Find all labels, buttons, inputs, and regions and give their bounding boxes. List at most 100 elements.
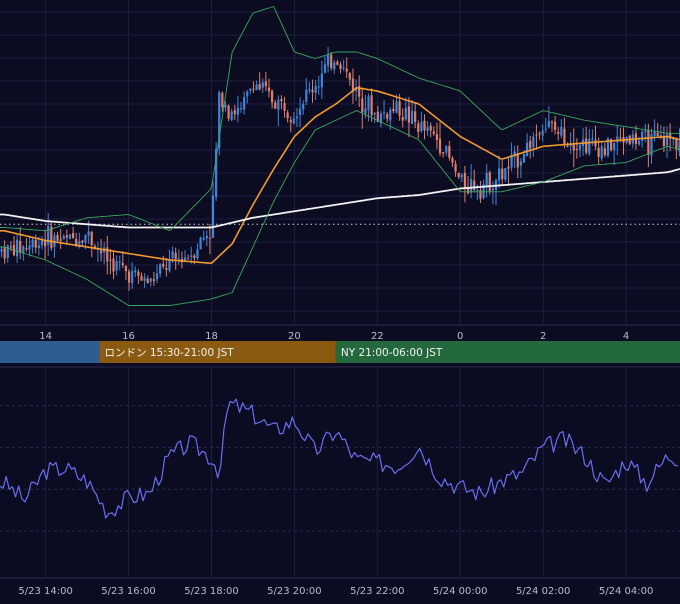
candle-body-218 — [678, 141, 680, 152]
candle-body-76 — [236, 107, 239, 115]
candle-body-199 — [619, 137, 622, 139]
candle-body-95 — [295, 116, 299, 119]
candle-body-174 — [541, 130, 544, 136]
candle-body-85 — [264, 81, 267, 87]
candle-body-26 — [81, 240, 84, 243]
candle-body-214 — [665, 134, 669, 146]
candle-body-2 — [6, 245, 9, 258]
candle-body-62 — [193, 255, 196, 259]
candle-body-112 — [348, 73, 351, 80]
candle-body-7 — [22, 246, 25, 254]
candle-body-156 — [485, 172, 488, 186]
candle-body-51 — [159, 264, 162, 274]
candle-body-168 — [522, 154, 526, 163]
candle-body-66 — [205, 235, 208, 239]
candle-body-42 — [131, 271, 134, 284]
candle-body-16 — [50, 226, 53, 248]
price-tick-label-2: 18 — [205, 331, 218, 342]
candle-body-151 — [470, 179, 473, 193]
candle-body-158 — [491, 188, 494, 191]
candle-body-15 — [47, 225, 50, 245]
candle-body-124 — [386, 113, 389, 119]
candle-body-6 — [19, 240, 22, 253]
candle-body-98 — [305, 89, 308, 102]
candle-body-46 — [143, 277, 146, 281]
session-label-2: NY 21:00-06:00 JST — [341, 347, 443, 359]
candle-body-34 — [106, 247, 109, 262]
candle-body-96 — [298, 108, 302, 116]
candle-body-180 — [560, 126, 563, 136]
candle-body-146 — [454, 163, 457, 172]
candle-body-49 — [152, 279, 156, 281]
candle-body-79 — [246, 91, 249, 97]
time-tick-label-3: 5/23 20:00 — [267, 586, 321, 597]
candle-body-41 — [127, 271, 131, 283]
candle-body-65 — [202, 238, 205, 240]
candle-body-185 — [575, 149, 578, 151]
candle-body-18 — [56, 234, 59, 241]
candle-body-103 — [320, 73, 323, 88]
candle-body-91 — [283, 102, 286, 111]
candle-body-99 — [308, 89, 311, 91]
candle-body-120 — [373, 113, 376, 115]
session-band-2 — [335, 341, 680, 363]
candle-body-132 — [410, 110, 414, 125]
candle-body-75 — [233, 110, 236, 115]
candle-body-71 — [221, 93, 224, 108]
candle-body-143 — [445, 146, 448, 153]
candle-body-43 — [134, 270, 137, 273]
candle-body-116 — [361, 98, 364, 112]
candle-body-110 — [342, 67, 345, 69]
series-oscillator — [0, 398, 679, 519]
candle-body-70 — [218, 92, 221, 149]
candle-body-47 — [146, 278, 149, 284]
candle-body-68 — [211, 195, 215, 238]
candle-body-194 — [603, 148, 606, 155]
candle-body-166 — [516, 153, 519, 168]
candle-body-123 — [382, 112, 386, 114]
time-tick-label-1: 5/23 16:00 — [101, 586, 155, 597]
candle-body-35 — [109, 259, 112, 261]
candle-body-8 — [25, 248, 28, 250]
candle-body-21 — [65, 235, 68, 238]
candle-body-88 — [274, 102, 277, 109]
candle-body-37 — [115, 261, 118, 271]
candle-body-190 — [591, 138, 594, 140]
candle-body-198 — [616, 136, 619, 143]
candle-body-109 — [339, 64, 342, 70]
candle-body-130 — [404, 108, 407, 120]
candle-body-93 — [289, 120, 292, 123]
candle-body-32 — [99, 250, 103, 254]
candle-body-39 — [121, 263, 124, 265]
candle-body-153 — [476, 189, 479, 191]
candle-body-61 — [190, 255, 193, 257]
candle-body-167 — [519, 161, 522, 166]
candle-body-142 — [442, 152, 445, 154]
candle-body-56 — [174, 252, 177, 260]
candle-body-27 — [84, 234, 87, 243]
candle-body-48 — [149, 278, 152, 282]
candle-body-182 — [566, 145, 569, 148]
candle-body-138 — [429, 125, 432, 131]
time-axis-ticks: 5/23 14:00 5/23 16:00 5/23 18:00 5/23 20:00… — [18, 586, 653, 597]
candle-body-104 — [323, 64, 327, 73]
candle-body-149 — [463, 172, 467, 189]
candle-body-195 — [606, 138, 610, 156]
time-tick-label-4: 5/23 22:00 — [350, 586, 404, 597]
candle-body-36 — [112, 258, 115, 272]
candle-body-28 — [87, 231, 90, 236]
candle-body-210 — [653, 131, 656, 136]
candle-body-101 — [314, 85, 317, 93]
candle-body-5 — [16, 239, 19, 257]
price-candles — [0, 46, 680, 291]
candle-body-125 — [389, 109, 392, 121]
candle-body-161 — [501, 168, 504, 180]
candle-body-127 — [395, 101, 398, 113]
price-axis-ticks: 14 16 18 20 22 0 2 4 — [39, 331, 629, 342]
candle-body-213 — [662, 135, 666, 147]
series-bollinger_lower — [0, 110, 680, 306]
series-ma_long — [0, 168, 680, 229]
candle-body-115 — [358, 85, 361, 97]
candle-body-152 — [473, 180, 476, 190]
